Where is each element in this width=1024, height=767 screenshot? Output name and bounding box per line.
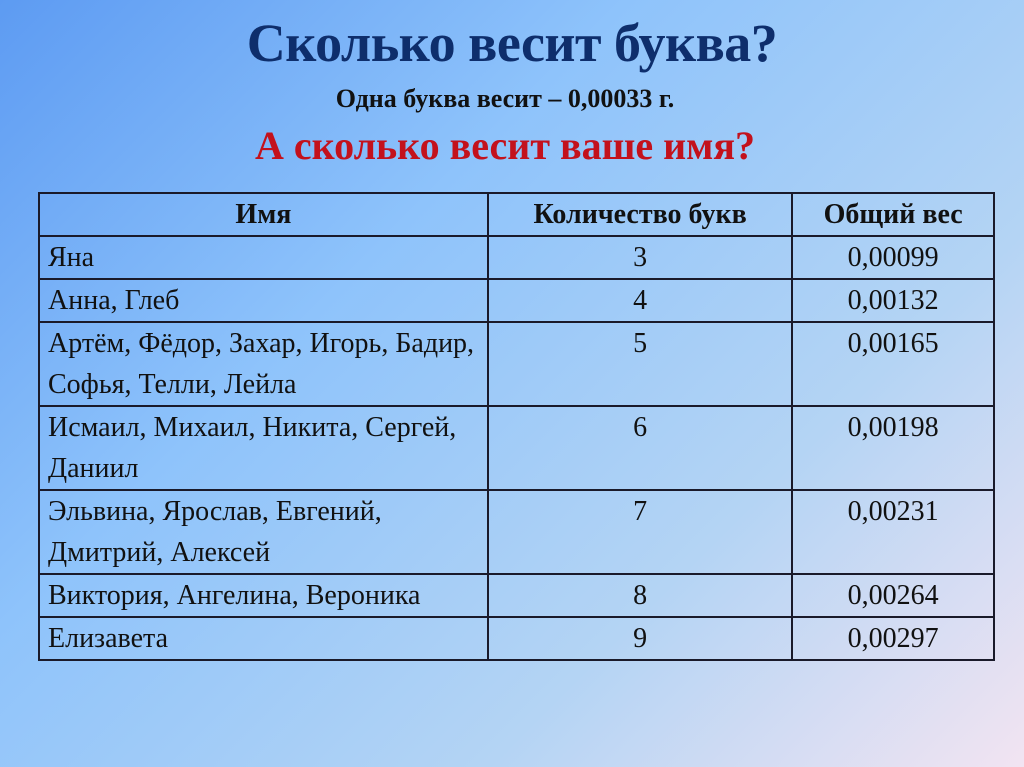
slide-question: А сколько весит ваше имя? [254,123,756,168]
table-row: Исмаил, Михаил, Никита, Сергей, Даниил 6… [38,405,995,491]
cell-names: Артём, Фёдор, Захар, Игорь, Бадир, Софья… [38,321,489,407]
cell-names: Анна, Глеб [38,278,489,323]
cell-names: Эльвина, Ярослав, Евгений, Дмитрий, Алек… [38,489,489,575]
table-row: Виктория, Ангелина, Вероника 8 0,00264 [38,573,995,618]
header-name: Имя [38,192,489,237]
table-row: Эльвина, Ярослав, Евгений, Дмитрий, Алек… [38,489,995,575]
cell-names: Виктория, Ангелина, Вероника [38,573,489,618]
header-count: Количество букв [486,192,794,237]
table-row: Артём, Фёдор, Захар, Игорь, Бадир, Софья… [38,321,995,407]
cell-count: 9 [486,616,794,661]
cell-weight: 0,00198 [791,405,995,491]
table-row: Яна 3 0,00099 [38,235,995,280]
cell-count: 6 [486,405,794,491]
cell-weight: 0,00099 [791,235,995,280]
table-row: Анна, Глеб 4 0,00132 [38,278,995,323]
table-header-row: Имя Количество букв Общий вес [38,192,995,237]
cell-count: 8 [486,573,794,618]
cell-names: Елизавета [38,616,489,661]
cell-count: 4 [486,278,794,323]
cell-weight: 0,00264 [791,573,995,618]
cell-names: Исмаил, Михаил, Никита, Сергей, Даниил [38,405,489,491]
cell-count: 3 [486,235,794,280]
header-weight: Общий вес [791,192,995,237]
cell-weight: 0,00231 [791,489,995,575]
cell-weight: 0,00132 [791,278,995,323]
cell-names: Яна [38,235,489,280]
slide-subtitle: Одна буква весит – 0,00033 г. [335,84,675,113]
slide-title: Сколько весит буква? [246,13,778,73]
cell-weight: 0,00297 [791,616,995,661]
cell-count: 7 [486,489,794,575]
cell-count: 5 [486,321,794,407]
table-row: Елизавета 9 0,00297 [38,616,995,661]
cell-weight: 0,00165 [791,321,995,407]
names-weight-table: Имя Количество букв Общий вес Яна 3 0,00… [38,192,995,661]
